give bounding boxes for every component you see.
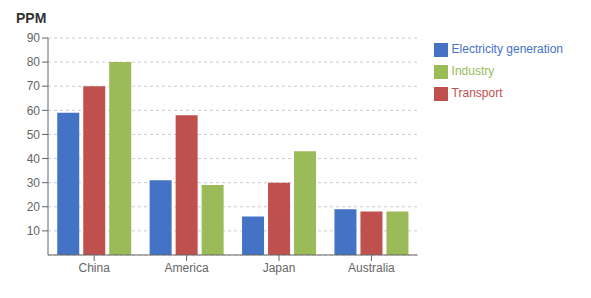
html-text:PPM: PPM (16, 10, 47, 26)
html-text:Industry: Industry (451, 64, 495, 78)
html-text:Electricity generation: Electricity generation (451, 42, 563, 56)
svg-text:America: America (165, 261, 209, 275)
svg-text:10: 10 (27, 224, 41, 238)
svg-text:Japan: Japan (263, 261, 296, 275)
svg-text:30: 30 (27, 176, 41, 190)
svg-text:40: 40 (27, 152, 41, 166)
svg-text:50: 50 (27, 128, 41, 142)
svg-text:70: 70 (27, 79, 41, 93)
svg-text:20: 20 (27, 200, 41, 214)
svg-text:80: 80 (27, 55, 41, 69)
svg-text:China: China (79, 261, 111, 275)
svg-text:60: 60 (27, 104, 41, 118)
html-text:Transport: Transport (451, 86, 503, 100)
svg-text:Australia: Australia (348, 261, 395, 275)
svg-text:90: 90 (27, 31, 41, 45)
